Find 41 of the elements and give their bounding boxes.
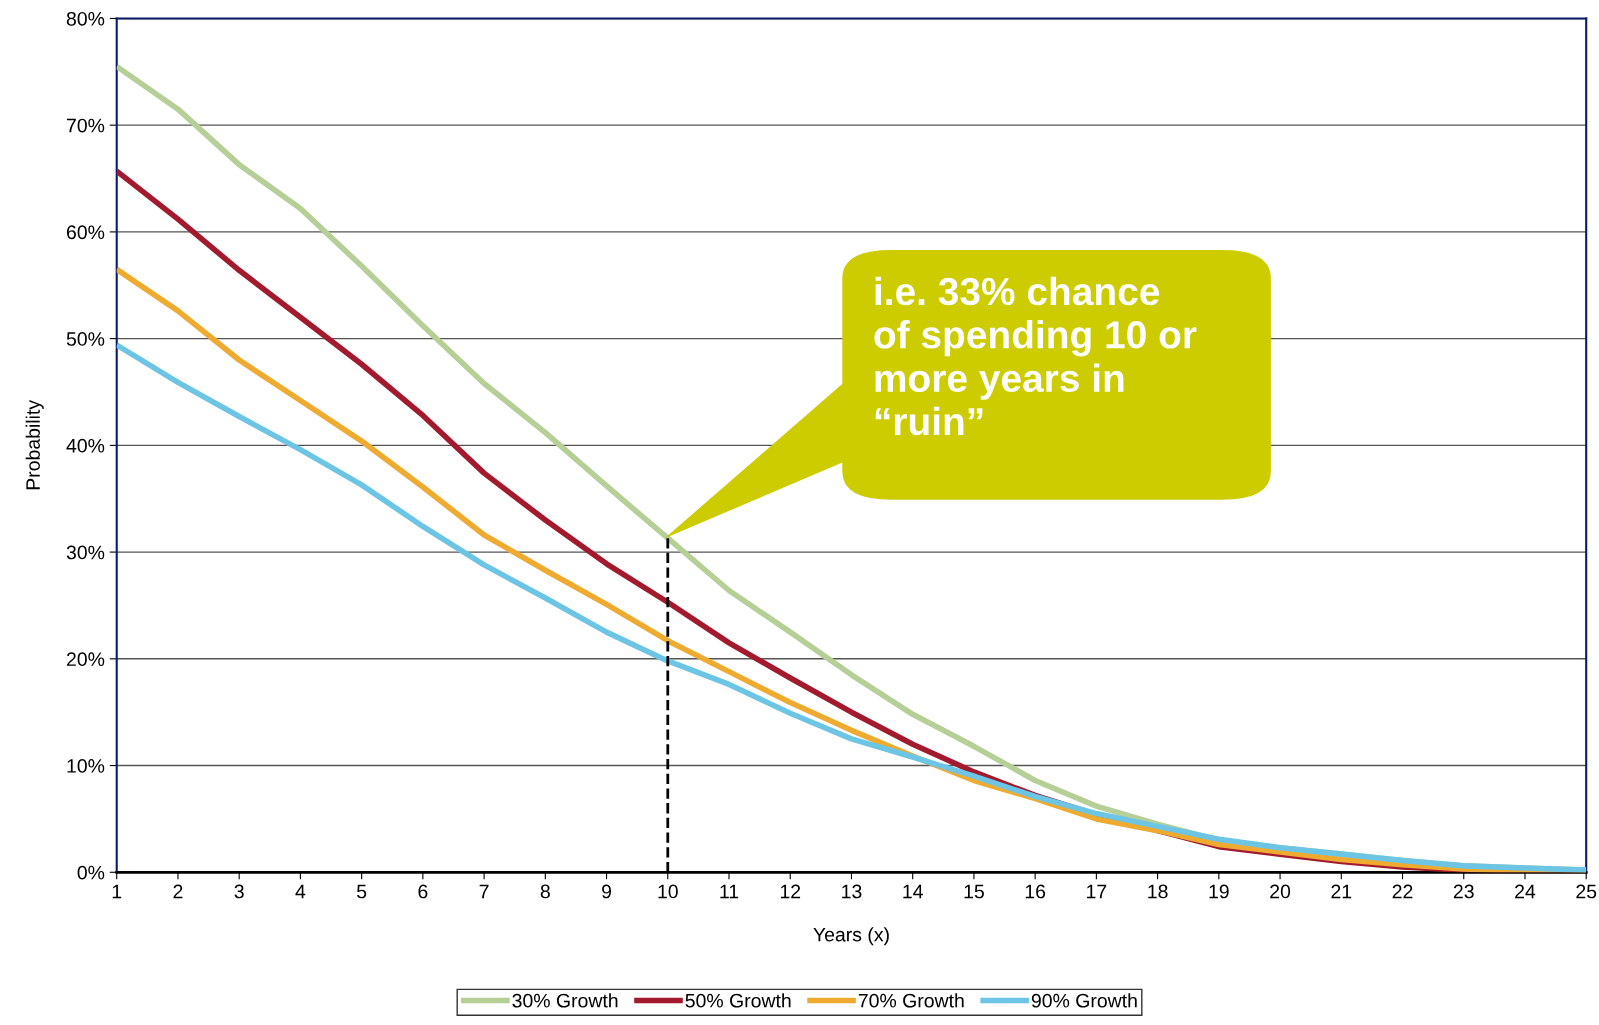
x-tick-label: 15 bbox=[964, 884, 984, 899]
legend-label: 70% Growth bbox=[858, 993, 964, 1008]
x-tick-label: 19 bbox=[1209, 884, 1229, 899]
x-tick-label: 13 bbox=[842, 884, 862, 899]
legend-label: 90% Growth bbox=[1031, 993, 1137, 1008]
x-tick-label: 5 bbox=[357, 884, 367, 899]
y-tick-label: 60% bbox=[66, 225, 105, 240]
x-tick-label: 21 bbox=[1331, 884, 1352, 899]
x-tick-label: 24 bbox=[1515, 884, 1536, 899]
x-tick-label: 18 bbox=[1148, 884, 1168, 899]
x-tick-label: 25 bbox=[1576, 884, 1597, 899]
x-tick-label: 22 bbox=[1392, 884, 1413, 899]
y-tick-label: 20% bbox=[66, 652, 105, 667]
x-tick-label: 2 bbox=[173, 884, 183, 899]
x-axis-title: Years (x) bbox=[813, 927, 889, 946]
y-tick-label: 50% bbox=[66, 332, 105, 346]
x-tick-label: 7 bbox=[479, 884, 489, 899]
x-tick-label: 10 bbox=[658, 884, 678, 899]
y-tick-label: 40% bbox=[66, 438, 105, 453]
x-tick-label: 17 bbox=[1087, 884, 1107, 899]
legend-label: 50% Growth bbox=[685, 993, 791, 1008]
x-tick-label: 6 bbox=[418, 884, 428, 899]
y-tick-label: 70% bbox=[67, 118, 105, 133]
y-tick-label: 10% bbox=[67, 759, 105, 773]
x-tick-label: 23 bbox=[1453, 884, 1474, 899]
y-tick-label: 0% bbox=[77, 865, 105, 880]
x-tick-label: 12 bbox=[780, 884, 801, 899]
x-tick-label: 3 bbox=[234, 884, 244, 899]
x-tick-label: 9 bbox=[602, 884, 612, 899]
x-tick-label: 20 bbox=[1270, 884, 1291, 899]
legend-label: 30% Growth bbox=[512, 993, 618, 1008]
y-tick-label: 80% bbox=[66, 11, 105, 26]
y-axis-title: Probability bbox=[25, 400, 44, 490]
annotation: i.e. 33% chance of spending 10 or more years in “ruin” bbox=[874, 276, 1197, 436]
x-tick-label: 1 bbox=[112, 884, 122, 899]
y-tick-label: 30% bbox=[66, 545, 105, 560]
x-tick-label: 4 bbox=[295, 884, 306, 899]
x-tick-label: 14 bbox=[903, 884, 923, 899]
x-tick-label: 11 bbox=[720, 884, 739, 899]
x-tick-label: 8 bbox=[540, 884, 550, 899]
x-tick-label: 16 bbox=[1025, 884, 1046, 899]
